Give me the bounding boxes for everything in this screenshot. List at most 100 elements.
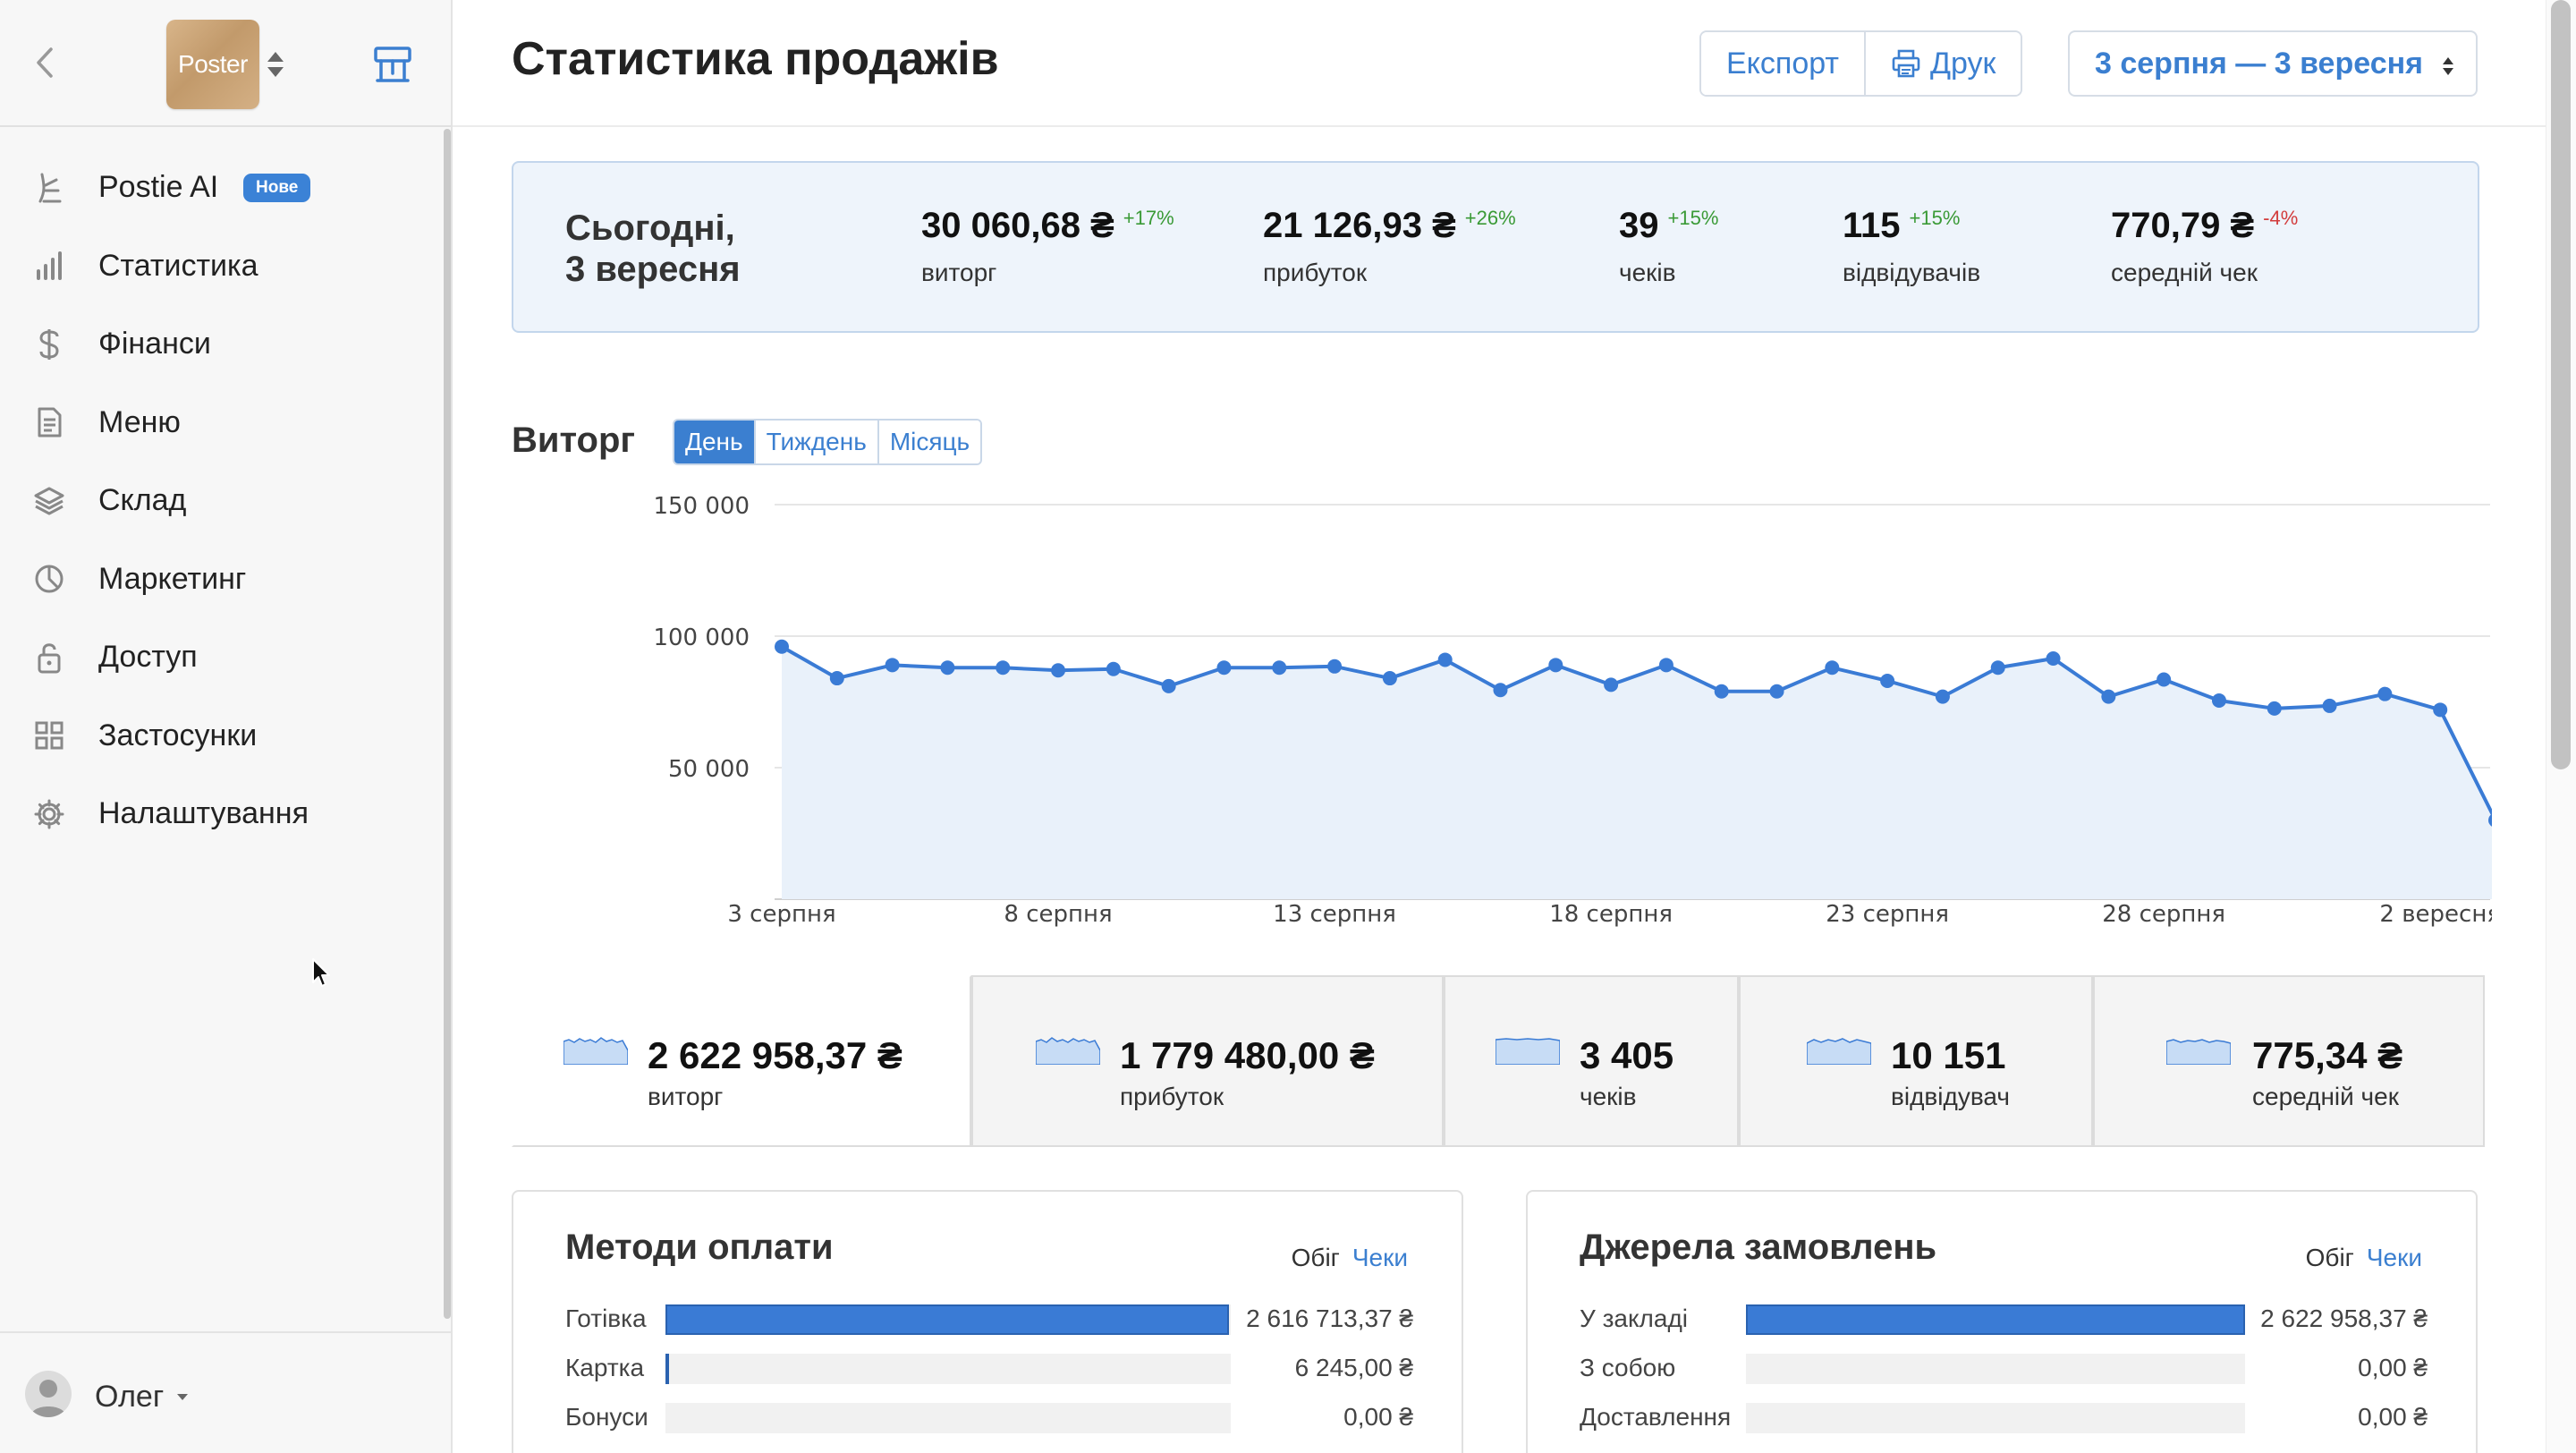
- row-label: У закладі: [1580, 1304, 1689, 1332]
- sidebar-item-finance[interactable]: Фінанси: [0, 305, 444, 384]
- bar-fill: [665, 1304, 1230, 1335]
- x-tick-label: 23 серпня: [1826, 901, 1949, 928]
- x-tick-label: 18 серпня: [1549, 901, 1673, 928]
- sidebar-nav: Postie AI Нове Статистика Фінанси Меню: [0, 149, 444, 854]
- y-tick-label: 150 000: [653, 493, 750, 520]
- toggle-turnover[interactable]: Обіг: [2305, 1244, 2354, 1271]
- total-avg-check[interactable]: 775,34 ₴ середній чек: [2093, 975, 2485, 1147]
- toggle-checks[interactable]: Чеки: [2366, 1244, 2422, 1271]
- period-totals: 2 622 958,37 ₴ виторг 1 779 480,00 ₴ при…: [512, 975, 2485, 1147]
- sidebar-item-statistics[interactable]: Статистика: [0, 227, 444, 306]
- total-profit[interactable]: 1 779 480,00 ₴ прибуток: [971, 975, 1444, 1147]
- pos-terminal-icon[interactable]: [370, 41, 415, 86]
- print-button[interactable]: Друк: [1864, 32, 2021, 95]
- data-point: [1051, 663, 1066, 678]
- pie-chart-icon: [32, 562, 66, 596]
- sidebar-item-menu[interactable]: Меню: [0, 384, 444, 463]
- venue-switch-icon[interactable]: [265, 47, 286, 82]
- revenue-chart: 50 000 100 000 150 000 3 серпня 8 серпня 13 с…: [488, 474, 2503, 948]
- row-label: Бонуси: [565, 1403, 648, 1431]
- statistics-icon: [32, 249, 66, 283]
- data-point: [885, 658, 900, 673]
- today-summary: Сьогодні, 3 вересня 30 060,68 ₴ +17% вито…: [512, 161, 2479, 333]
- data-point: [2267, 701, 2282, 716]
- sidebar-item-access[interactable]: Доступ: [0, 618, 444, 697]
- stat-value: 115: [1843, 206, 1901, 245]
- data-point: [2211, 693, 2226, 709]
- sidebar-item-label: Маркетинг: [98, 561, 247, 596]
- y-tick-label: 100 000: [653, 625, 750, 651]
- row-label: Доставлення: [1580, 1403, 1732, 1431]
- sidebar-item-label: Склад: [98, 483, 187, 518]
- order-sources-card: Джерела замовлень Обіг Чеки У закладі 2 6…: [1526, 1190, 2478, 1453]
- period-day-tab[interactable]: День: [674, 421, 754, 463]
- bar-track: [1746, 1304, 2245, 1335]
- page-header: Статистика продажів Експорт Друк 3 серпн…: [453, 0, 2546, 127]
- avatar[interactable]: [25, 1371, 72, 1417]
- card-title: Джерела замовлень: [1580, 1228, 1937, 1267]
- toggle-turnover[interactable]: Обіг: [1291, 1244, 1340, 1271]
- x-tick-label: 28 серпня: [2102, 901, 2225, 928]
- row-value: 0,00 ₴: [2358, 1354, 2428, 1381]
- sidebar-item-marketing[interactable]: Маркетинг: [0, 540, 444, 619]
- period-week-tab[interactable]: Тиждень: [753, 421, 877, 463]
- today-title: Сьогодні, 3 вересня: [565, 208, 741, 290]
- bar-track: [665, 1304, 1231, 1335]
- data-point: [1990, 660, 2005, 676]
- period-month-tab[interactable]: Місяць: [877, 421, 981, 463]
- sidebar-header: Poster: [0, 0, 451, 127]
- page-title: Статистика продажів: [512, 33, 999, 85]
- export-button[interactable]: Експорт: [1701, 32, 1864, 95]
- data-point: [940, 660, 955, 676]
- total-revenue[interactable]: 2 622 958,37 ₴ виторг: [512, 975, 971, 1147]
- total-value: 1 779 480,00 ₴: [1120, 1034, 1375, 1076]
- data-point: [1935, 689, 1950, 704]
- stat-caption: середній чек: [2111, 259, 2258, 286]
- data-point: [1161, 678, 1176, 693]
- date-range-picker[interactable]: 3 серпня — 3 вересня: [2068, 30, 2478, 97]
- user-name[interactable]: Олег: [95, 1380, 165, 1414]
- caret-down-icon[interactable]: [177, 1394, 188, 1400]
- sidebar-item-label: Статистика: [98, 248, 258, 283]
- sidebar-item-settings[interactable]: Налаштування: [0, 775, 444, 854]
- sidebar-scrollbar[interactable]: [444, 129, 451, 1319]
- data-point: [1604, 677, 1619, 693]
- logo-text: Poster: [178, 50, 248, 78]
- data-point: [1658, 658, 1674, 673]
- payment-methods-card: Методи оплати Обіг Чеки Готівка 2 616 713…: [512, 1190, 1463, 1453]
- chevron-left-icon: [37, 47, 53, 78]
- sidebar-item-warehouse[interactable]: Склад: [0, 462, 444, 540]
- back-button[interactable]: [27, 39, 63, 86]
- sparkline-icon: [1807, 1038, 1871, 1065]
- y-tick-label: 50 000: [668, 756, 750, 783]
- sidebar-item-label: Доступ: [98, 640, 198, 675]
- postie-ai-icon: [32, 171, 66, 205]
- stat-delta: +26%: [1464, 207, 1516, 229]
- sidebar-item-postie-ai[interactable]: Postie AI Нове: [0, 149, 444, 227]
- main-scrollbar-thumb[interactable]: [2551, 0, 2571, 769]
- sparkline-icon: [2166, 1039, 2231, 1065]
- layers-icon: [32, 484, 66, 518]
- source-row: У закладі 2 622 958,37 ₴: [1580, 1301, 2428, 1337]
- today-stat-avg-check: 770,79 ₴ -4% середній чек: [2111, 206, 2298, 287]
- data-point: [1437, 652, 1453, 667]
- venue-logo[interactable]: Poster: [166, 20, 259, 109]
- card-toggle: Обіг Чеки: [2306, 1244, 2422, 1272]
- data-point: [2433, 702, 2448, 718]
- total-checks[interactable]: 3 405 чеків: [1444, 975, 1739, 1147]
- toggle-checks[interactable]: Чеки: [1352, 1244, 1408, 1271]
- total-visitors[interactable]: 10 151 відвідувач: [1739, 975, 2093, 1147]
- sort-arrows-icon: [2443, 57, 2453, 75]
- data-point: [996, 660, 1011, 676]
- data-point: [1825, 660, 1840, 676]
- today-stat-profit: 21 126,93 ₴ +26% прибуток: [1263, 206, 1516, 287]
- sidebar-item-apps[interactable]: Застосунки: [0, 697, 444, 776]
- stat-delta: +15%: [1667, 207, 1719, 229]
- stat-delta: +15%: [1909, 207, 1961, 229]
- row-value: 0,00 ₴: [1343, 1403, 1413, 1431]
- export-print-group: Експорт Друк: [1699, 30, 2023, 97]
- data-point: [775, 639, 789, 654]
- bar-fill: [665, 1354, 669, 1384]
- payment-row: Бонуси 0,00 ₴: [565, 1399, 1413, 1435]
- data-point: [1272, 660, 1287, 676]
